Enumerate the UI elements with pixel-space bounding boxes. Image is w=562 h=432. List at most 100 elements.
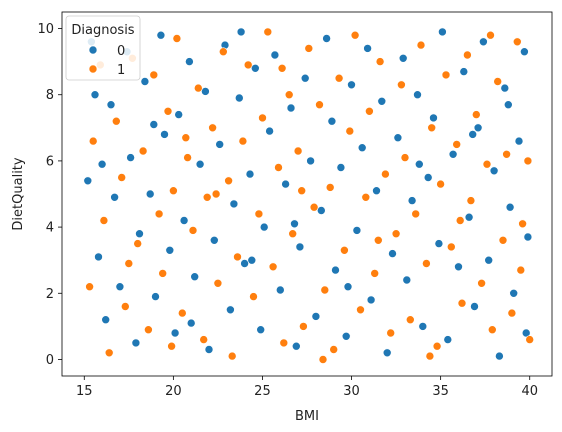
data-point-series-0-60: [382, 348, 392, 358]
data-point-series-0-25: [204, 345, 214, 354]
data-point-series-0-4: [101, 315, 110, 325]
data-point-series-0-45: [306, 156, 315, 166]
legend-marker-1: [88, 64, 98, 74]
data-point-series-0-67: [418, 322, 428, 331]
data-point-series-1-72: [452, 140, 462, 149]
y-tick-label-8: 8: [46, 88, 54, 103]
data-point-series-0-74: [454, 262, 463, 272]
data-point-series-0-92: [186, 318, 196, 328]
data-point-series-0-36: [259, 222, 269, 232]
data-point-series-0-2: [83, 176, 93, 186]
data-point-series-1-24: [208, 123, 217, 133]
data-point-series-1-43: [304, 44, 314, 53]
data-point-series-0-77: [470, 302, 479, 311]
data-point-series-0-46: [311, 312, 321, 321]
data-point-series-0-20: [179, 216, 189, 225]
data-point-series-1-47: [325, 183, 335, 192]
data-point-series-1-39: [284, 90, 294, 99]
data-point-series-1-94: [373, 236, 383, 245]
y-tick-label-10: 10: [37, 22, 54, 37]
data-point-series-0-97: [468, 130, 478, 139]
data-point-series-1-44: [309, 202, 319, 212]
data-point-series-0-23: [195, 159, 205, 169]
data-point-series-0-49: [327, 116, 337, 126]
data-point-series-1-4: [104, 348, 114, 358]
data-point-series-1-96: [455, 216, 465, 225]
data-point-series-1-31: [243, 60, 253, 70]
data-point-series-0-65: [407, 196, 417, 205]
data-point-series-0-19: [174, 110, 183, 119]
data-point-series-0-84: [505, 202, 515, 212]
data-point-series-0-58: [372, 186, 381, 195]
data-point-series-1-28: [227, 351, 237, 361]
data-point-series-1-26: [219, 47, 228, 57]
y-axis-label: DietQuality: [11, 157, 26, 230]
data-point-series-1-91: [211, 189, 221, 199]
data-point-series-1-37: [274, 163, 283, 172]
data-point-series-1-74: [463, 50, 472, 60]
data-point-series-0-17: [165, 246, 175, 255]
data-point-series-1-63: [405, 315, 415, 325]
data-point-series-1-12: [149, 70, 159, 80]
data-point-series-1-98: [297, 186, 307, 195]
data-point-series-1-7: [121, 302, 130, 311]
data-point-series-0-32: [240, 259, 249, 268]
data-point-series-0-52: [341, 331, 351, 341]
data-point-series-0-85: [509, 288, 519, 298]
x-tick-label-40: 40: [521, 384, 538, 399]
data-point-series-0-90: [97, 159, 107, 169]
data-point-series-0-76: [464, 212, 474, 222]
data-point-series-0-51: [336, 163, 346, 172]
data-point-series-1-75: [466, 196, 476, 205]
data-point-series-1-89: [124, 259, 134, 268]
data-point-series-1-15: [163, 107, 173, 116]
x-tick-label-25: 25: [254, 384, 271, 399]
data-point-series-1-85: [518, 219, 527, 229]
data-point-series-1-14: [158, 269, 167, 278]
data-point-series-0-75: [459, 67, 469, 76]
data-point-series-1-65: [416, 40, 426, 50]
legend-box: [65, 15, 141, 81]
data-point-series-0-22: [190, 272, 199, 282]
data-point-series-0-15: [156, 30, 166, 40]
data-point-series-1-61: [397, 80, 406, 90]
data-point-series-1-79: [487, 325, 497, 335]
data-point-series-1-64: [411, 209, 421, 219]
data-point-series-1-16: [169, 186, 178, 195]
x-tick-label-35: 35: [432, 384, 449, 399]
data-point-series-0-44: [300, 73, 310, 83]
data-point-series-1-3: [99, 216, 109, 225]
data-point-series-1-41: [293, 146, 303, 156]
data-point-series-0-73: [448, 150, 458, 159]
data-point-series-1-13: [154, 209, 164, 219]
data-point-series-0-94: [290, 219, 299, 229]
data-point-series-1-80: [493, 77, 503, 86]
data-point-series-1-30: [238, 136, 248, 146]
data-point-series-1-42: [299, 322, 308, 331]
data-point-series-1-23: [202, 193, 212, 202]
data-point-series-1-81: [498, 236, 508, 245]
data-point-series-1-51: [345, 126, 355, 136]
data-point-series-1-32: [249, 292, 258, 301]
y-tick-label-6: 6: [46, 154, 54, 169]
data-point-series-0-89: [521, 328, 531, 338]
data-point-series-0-99: [247, 255, 257, 265]
data-point-series-1-88: [516, 265, 526, 275]
data-point-series-1-20: [188, 226, 198, 235]
data-point-series-1-54: [361, 193, 371, 202]
data-point-series-0-40: [281, 179, 290, 189]
data-point-series-0-31: [235, 93, 244, 103]
data-point-series-1-50: [340, 246, 349, 255]
data-point-series-0-79: [479, 37, 488, 47]
data-point-series-0-59: [377, 97, 387, 106]
data-point-series-1-71: [446, 242, 456, 252]
data-point-series-1-10: [138, 146, 148, 156]
data-point-series-0-53: [347, 80, 356, 90]
legend-label-1: 1: [117, 63, 125, 78]
data-point-series-0-50: [331, 265, 340, 275]
data-point-series-0-87: [520, 47, 529, 57]
data-point-series-0-86: [514, 136, 524, 146]
data-point-series-1-82: [502, 150, 511, 159]
x-axis-ticks: 15 20 25 30 35 40: [76, 376, 538, 399]
data-point-series-0-93: [236, 27, 246, 37]
